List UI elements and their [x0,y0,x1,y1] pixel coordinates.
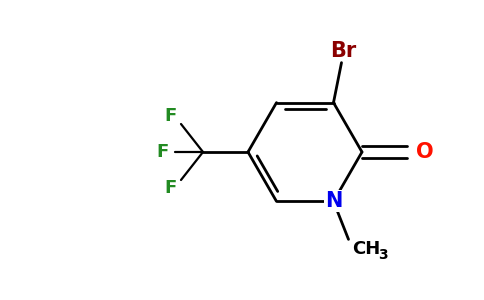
Text: 3: 3 [378,248,387,262]
Text: F: F [157,143,169,161]
Text: CH: CH [352,240,380,258]
Text: F: F [165,107,177,125]
Text: Br: Br [331,40,357,61]
Text: O: O [416,142,434,162]
Text: F: F [165,179,177,197]
Text: N: N [325,191,342,212]
